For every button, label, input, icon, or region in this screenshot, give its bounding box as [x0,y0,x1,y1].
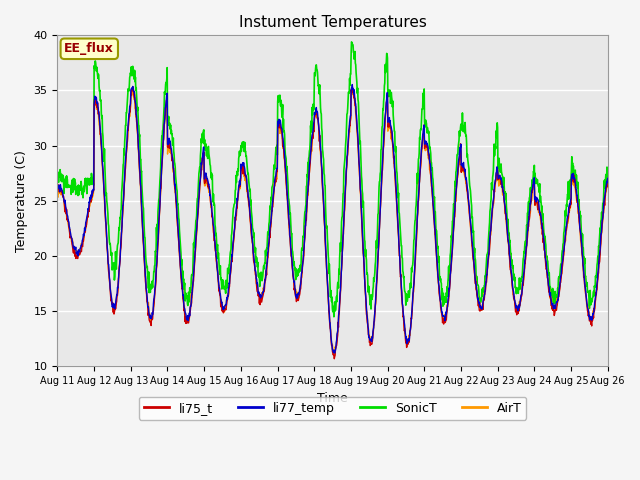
X-axis label: Time: Time [317,392,348,405]
Line: SonicT: SonicT [58,42,608,317]
li75_t [604,176,612,181]
li77_temp [163,95,170,101]
li75_t [540,240,547,245]
SonicT [419,107,426,112]
li75_t [177,263,184,268]
Line: li77_temp: li77_temp [58,84,608,353]
SonicT [330,314,338,320]
AirT [540,235,547,241]
SonicT [54,173,61,179]
AirT [419,137,426,143]
li77_temp [237,165,245,171]
Legend: li75_t, li77_temp, SonicT, AirT: li75_t, li77_temp, SonicT, AirT [139,396,526,420]
li75_t [419,136,426,142]
li75_t [330,356,338,361]
li77_temp [419,132,426,138]
SonicT [348,39,355,45]
Text: EE_flux: EE_flux [65,42,114,55]
li77_temp [54,184,61,190]
AirT [176,257,184,263]
AirT [491,188,499,193]
li75_t [129,84,137,90]
Line: AirT: AirT [58,88,608,355]
SonicT [491,153,499,158]
li77_temp [540,232,547,238]
Title: Instument Temperatures: Instument Temperatures [239,15,426,30]
SonicT [176,233,184,239]
AirT [54,192,61,197]
SonicT [163,81,170,87]
li77_temp [491,182,499,188]
AirT [237,168,245,174]
li75_t [54,184,61,190]
li77_temp [348,82,356,87]
AirT [163,100,170,106]
li75_t [491,189,499,195]
AirT [604,180,612,186]
li75_t [238,167,246,173]
Y-axis label: Temperature (C): Temperature (C) [15,150,28,252]
AirT [331,352,339,358]
SonicT [604,173,612,179]
li75_t [163,98,171,104]
SonicT [540,217,547,223]
li77_temp [176,251,184,257]
li77_temp [604,175,612,181]
Line: li75_t: li75_t [58,87,608,359]
AirT [349,85,356,91]
SonicT [237,149,245,155]
li77_temp [331,350,339,356]
